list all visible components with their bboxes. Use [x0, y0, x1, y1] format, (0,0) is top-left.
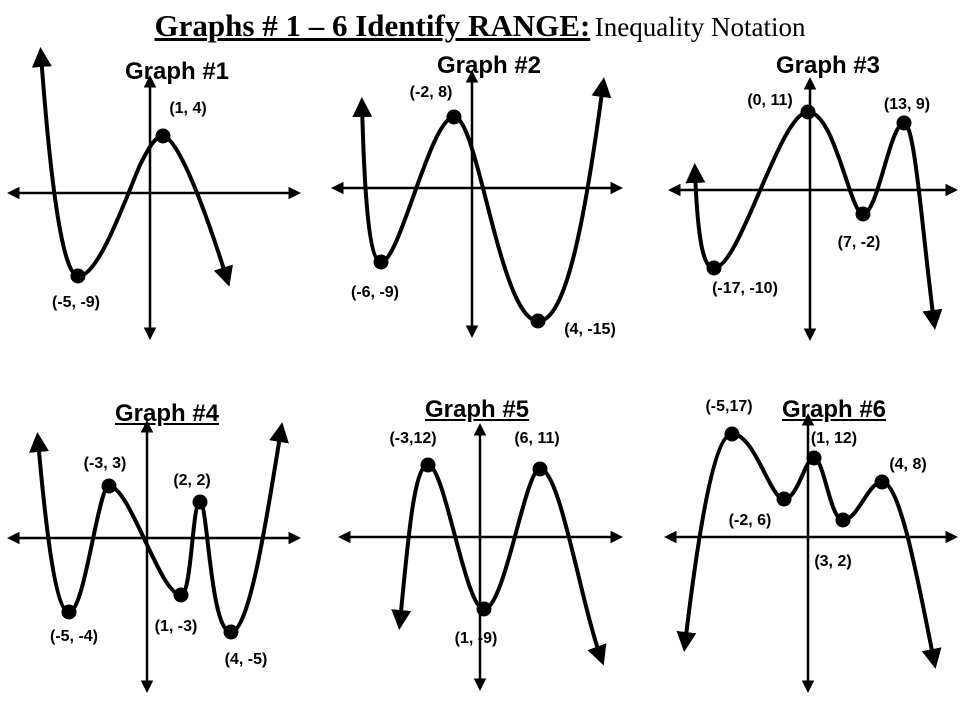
graph-6-label-mid-max: (1, 12) [810, 430, 858, 447]
graph-1 [7, 47, 301, 340]
graph-5-title: Graph #5 [424, 396, 530, 423]
graph-6-point-right-max [874, 474, 890, 490]
graph-3-point-max [800, 104, 816, 120]
graph-5-point-min [476, 601, 492, 617]
graph-3-point-min [706, 260, 722, 276]
graph-2-label-right-min: (4, -15) [564, 321, 616, 338]
graph-4-label-mid-min: (1, -3) [154, 618, 198, 635]
graph-4-label-right-max: (2, 2) [173, 472, 211, 489]
graph-4-curve [29, 422, 289, 635]
graph-2-label-max: (-2, 8) [409, 84, 453, 101]
graph-5-label-left-max: (-3,12) [389, 430, 437, 447]
graph-6-label-left-min: (-2, 6) [728, 512, 772, 529]
graph-1-label-min: (-5, -9) [52, 294, 100, 311]
graph-1-title: Graph #1 [124, 58, 230, 85]
graph-4 [7, 420, 301, 693]
graph-1-point-max [155, 128, 171, 144]
page-title-sub: Inequality Notation [594, 12, 806, 42]
graph-6-title: Graph #6 [781, 396, 887, 423]
graph-4-point-mid-min [173, 587, 189, 603]
graph-6-label-max: (-5,17) [705, 398, 753, 415]
graph-6-point-right-min [835, 512, 851, 528]
graph-1-point-min [70, 268, 86, 284]
graph-6-point-mid-max [806, 450, 822, 466]
graph-4-point-left-min [61, 604, 77, 620]
graph-1-label-max: (1, 4) [169, 100, 207, 117]
page-title-main: Graphs # 1 – 6 Identify RANGE: [154, 8, 591, 43]
graph-2-title: Graph #2 [436, 52, 542, 79]
graph-4-title: Graph #4 [114, 400, 220, 427]
graph-6-label-right-max: (4, 8) [889, 456, 927, 473]
graph-6-point-max [724, 426, 740, 442]
graph-3-label-right-max: (13, 9) [883, 96, 931, 113]
graph-5 [338, 423, 623, 691]
graph-1-curve [31, 47, 233, 287]
graph-4-label-left-min: (-5, -4) [50, 628, 98, 645]
graph-2-curve [352, 77, 612, 324]
graph-6-label-right-min: (3, 2) [814, 553, 852, 570]
graph-5-point-left-max [420, 457, 436, 473]
graph-6-point-left-min [776, 491, 792, 507]
graph-2-point-max [446, 109, 462, 125]
graph-2-point-left-min [373, 254, 389, 270]
graph-2 [331, 70, 623, 338]
graph-5-label-min: (1, -9) [454, 630, 498, 647]
graph-3-point-right-max [896, 115, 912, 131]
graph-3-label-local-min: (7, -2) [837, 234, 881, 251]
graph-3 [668, 77, 958, 341]
graph-4-point-left-max [101, 478, 117, 494]
graph-6 [664, 413, 958, 693]
graph-5-curve [391, 462, 607, 666]
graph-3-label-min: (-17, -10) [712, 280, 778, 297]
graph-2-label-left-min: (-6, -9) [351, 284, 399, 301]
graph-2-point-right-min [530, 313, 546, 329]
graph-4-point-right-min [223, 624, 239, 640]
graph-4-point-right-max [192, 494, 208, 510]
graph-5-label-right-max: (6, 11) [514, 430, 560, 447]
graph-3-point-local-min [855, 206, 871, 222]
graph-3-label-max: (0, 11) [747, 92, 793, 109]
graph-4-label-left-max: (-3, 3) [83, 455, 127, 472]
page-title: Graphs # 1 – 6 Identify RANGE: Inequalit… [0, 8, 960, 44]
graph-5-point-right-max [532, 461, 548, 477]
graph-3-title: Graph #3 [775, 52, 881, 79]
graph-4-label-right-min: (4, -5) [224, 651, 268, 668]
